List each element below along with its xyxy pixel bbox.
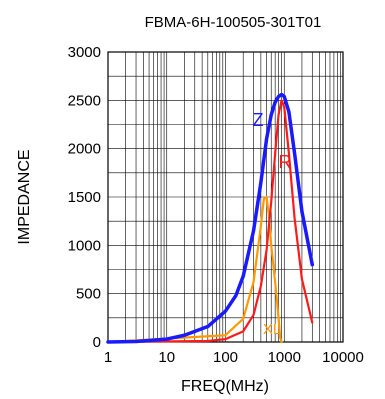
series-layer xyxy=(106,92,315,344)
y-tick-label: 1500 xyxy=(68,189,101,206)
series-label-z: Z xyxy=(253,110,264,130)
y-tick-label: 2500 xyxy=(68,92,101,109)
x-axis-label: FREQ(MHz) xyxy=(181,378,269,395)
y-tick-label: 2000 xyxy=(68,141,101,158)
series-label-r: R xyxy=(279,152,292,172)
tick-labels: 1 10 100 1000 10000 0 500 1000 1500 2000 2500 3000 xyxy=(68,44,364,366)
series-line-z xyxy=(106,92,315,344)
y-tick-label: 1000 xyxy=(68,237,101,254)
x-tick-label: 1000 xyxy=(268,349,301,366)
x-tick-label: 10 xyxy=(158,349,175,366)
series-labels: Z R XL xyxy=(253,110,292,338)
y-tick-label: 3000 xyxy=(68,44,101,61)
x-tick-label: 1 xyxy=(104,349,112,366)
series-line-r xyxy=(106,99,314,344)
plot-frame xyxy=(107,51,344,343)
x-tick-label: 100 xyxy=(213,349,238,366)
y-tick-label: 0 xyxy=(93,334,101,351)
grid xyxy=(107,51,343,343)
y-tick-label: 500 xyxy=(76,286,101,303)
series-label-xl: XL xyxy=(263,321,281,338)
y-axis-label: IMPEDANCE xyxy=(16,149,33,244)
series-line-xl xyxy=(106,195,283,344)
chart-title: FBMA-6H-100505-301T01 xyxy=(145,14,322,31)
x-tick-label: 10000 xyxy=(322,349,364,366)
